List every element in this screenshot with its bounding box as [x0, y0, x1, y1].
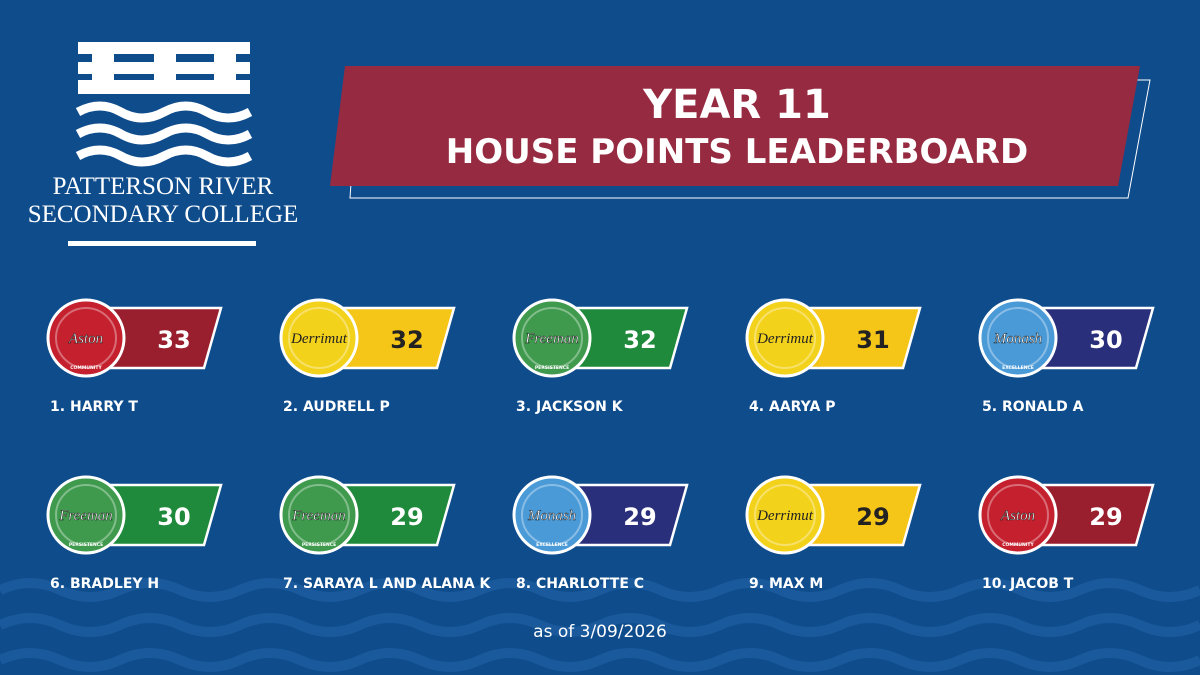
student-name: RONALD A [1002, 399, 1084, 415]
rank: 4. [749, 399, 764, 415]
title: HOUSE POINTS LEADERBOARD [446, 132, 1028, 172]
rank: 9. [749, 576, 764, 592]
points: 30 [157, 503, 190, 531]
rank: 8. [516, 576, 531, 592]
badge-inner [754, 307, 816, 369]
house-name: Freeman [58, 508, 113, 524]
rank: 3. [516, 399, 531, 415]
house-name: Freeman [291, 508, 346, 524]
card: Aston COMMUNITY 29 10. JACOB T [978, 475, 1155, 592]
house-name: Aston [68, 331, 103, 347]
student-name: MAX M [769, 576, 823, 592]
badge-inner [521, 484, 583, 546]
cards: Aston COMMUNITY 33 1. HARRY T Derrimut 32 2. AUD… [46, 298, 1155, 592]
house-name: Derrimut [756, 331, 814, 347]
card: Derrimut 31 4. AARYA P [745, 298, 922, 415]
card: Freeman PERSISTENCE 29 7. SARAYA L AND ALANA… [279, 475, 492, 592]
card: Freeman PERSISTENCE 30 6. BRADLEY H [46, 475, 223, 592]
house-badge [978, 298, 1058, 378]
footer: as of 3/09/2026 [533, 622, 667, 642]
school-name: SECONDARY COLLEGE [28, 201, 299, 228]
card: Aston COMMUNITY 33 1. HARRY T [46, 298, 223, 415]
student-name: BRADLEY H [70, 576, 159, 592]
house-badge [512, 298, 592, 378]
house-motto: COMMUNITY [70, 365, 102, 371]
rank: 6. [50, 576, 65, 592]
house-badge [745, 298, 825, 378]
rank: 5. [982, 399, 997, 415]
house-badge [279, 298, 359, 378]
banner [330, 66, 1140, 186]
points: 29 [856, 503, 889, 531]
house-motto: EXCELLENCE [536, 542, 568, 548]
house-badge [978, 475, 1058, 555]
points: 31 [856, 326, 889, 354]
card: Derrimut 32 2. AUDRELL P [279, 298, 456, 415]
student-name: JACOB T [1009, 576, 1074, 592]
house-name: Aston [1000, 508, 1035, 524]
card: Monash EXCELLENCE 30 5. RONALD A [978, 298, 1155, 415]
rank: 7. [283, 576, 298, 592]
house-motto: PERSISTENCE [302, 542, 336, 548]
house-motto: PERSISTENCE [535, 365, 569, 371]
points: 32 [623, 326, 656, 354]
badge-inner [987, 307, 1049, 369]
house-motto: COMMUNITY [1002, 542, 1034, 548]
house-badge [279, 475, 359, 555]
house-name: Derrimut [290, 331, 348, 347]
house-badge [512, 475, 592, 555]
house-name: Derrimut [756, 508, 814, 524]
rank: 2. [283, 399, 298, 415]
card: Freeman PERSISTENCE 32 3. JACKSON K [512, 298, 689, 415]
title: YEAR 11 [642, 82, 831, 128]
waves [0, 578, 1200, 672]
points: 32 [390, 326, 423, 354]
house-badge [46, 475, 126, 555]
house-name: Monash [993, 331, 1042, 347]
badge-inner [55, 484, 117, 546]
student-name: AUDRELL P [303, 399, 390, 415]
house-name: Monash [527, 508, 576, 524]
student-name: JACKSON K [535, 399, 624, 415]
points: 30 [1089, 326, 1122, 354]
house-motto: PERSISTENCE [69, 542, 103, 548]
card: Monash EXCELLENCE 29 8. CHARLOTTE C [512, 475, 689, 592]
logo [68, 42, 256, 246]
house-name: Freeman [524, 331, 579, 347]
rank: 1. [50, 399, 65, 415]
points: 29 [1089, 503, 1122, 531]
badge-inner [521, 307, 583, 369]
badge-inner [288, 307, 350, 369]
points: 29 [623, 503, 656, 531]
points: 33 [157, 326, 190, 354]
badge-inner [288, 484, 350, 546]
student-name: AARYA P [769, 399, 835, 415]
rank: 10. [982, 576, 1007, 592]
badge-inner [55, 307, 117, 369]
student-name: SARAYA L AND ALANA K [303, 576, 492, 592]
house-motto: EXCELLENCE [1002, 365, 1034, 371]
school-name: PATTERSON RIVER [53, 173, 274, 200]
card: Derrimut 29 9. MAX M [745, 475, 922, 592]
student-name: HARRY T [70, 399, 138, 415]
badge-inner [754, 484, 816, 546]
badge-inner [987, 484, 1049, 546]
house-badge [745, 475, 825, 555]
student-name: CHARLOTTE C [536, 576, 644, 592]
house-badge [46, 298, 126, 378]
points: 29 [390, 503, 423, 531]
